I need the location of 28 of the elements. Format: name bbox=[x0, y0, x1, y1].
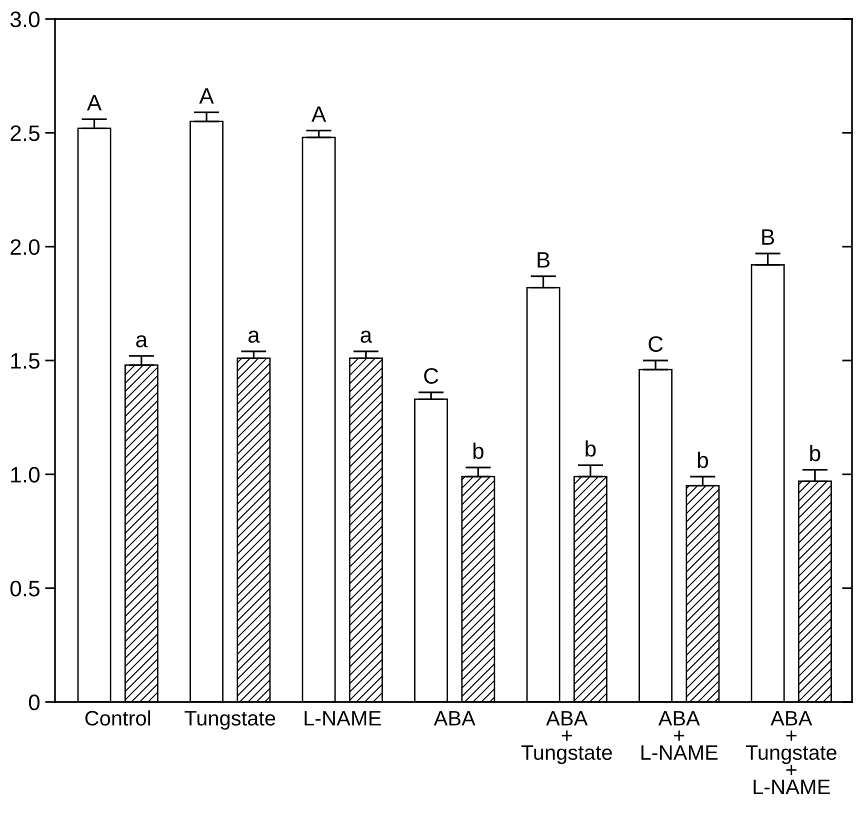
x-tick-label: L-NAME bbox=[304, 711, 381, 726]
y-tick-label: 0.5 bbox=[10, 580, 40, 596]
data-label: B bbox=[538, 252, 550, 268]
data-label: A bbox=[86, 95, 102, 110]
data-label: b bbox=[586, 440, 596, 457]
x-tick-label: ABA + Tungstate bbox=[521, 711, 612, 764]
y-tick-label: 3.0 bbox=[10, 12, 40, 28]
x-tick-label: Control bbox=[85, 710, 150, 726]
y-tick-label: 1.5 bbox=[11, 353, 40, 369]
data-label: a bbox=[360, 330, 372, 343]
x-tick-label: ABA bbox=[434, 711, 476, 726]
data-label: C bbox=[424, 368, 438, 384]
x-tick-label: ABA + Tungstate + L-NAME bbox=[746, 711, 836, 794]
data-label: A bbox=[311, 106, 326, 122]
data-label: b bbox=[473, 442, 484, 459]
y-tick-label: 2.0 bbox=[10, 239, 40, 255]
y-tick-label: 2.5 bbox=[10, 125, 40, 142]
data-label: a bbox=[136, 335, 148, 348]
data-label: b bbox=[698, 452, 708, 468]
data-label: b bbox=[810, 444, 820, 462]
x-tick-label: ABA + L-NAME bbox=[641, 711, 718, 760]
y-tick-label: 1.0 bbox=[11, 466, 40, 483]
data-label: B bbox=[762, 229, 774, 245]
y-tick-label: 0 bbox=[28, 694, 40, 710]
data-label: C bbox=[648, 336, 663, 352]
x-tick-label: Tungstate bbox=[184, 711, 276, 730]
data-label: a bbox=[248, 330, 260, 343]
data-label: A bbox=[199, 88, 214, 104]
